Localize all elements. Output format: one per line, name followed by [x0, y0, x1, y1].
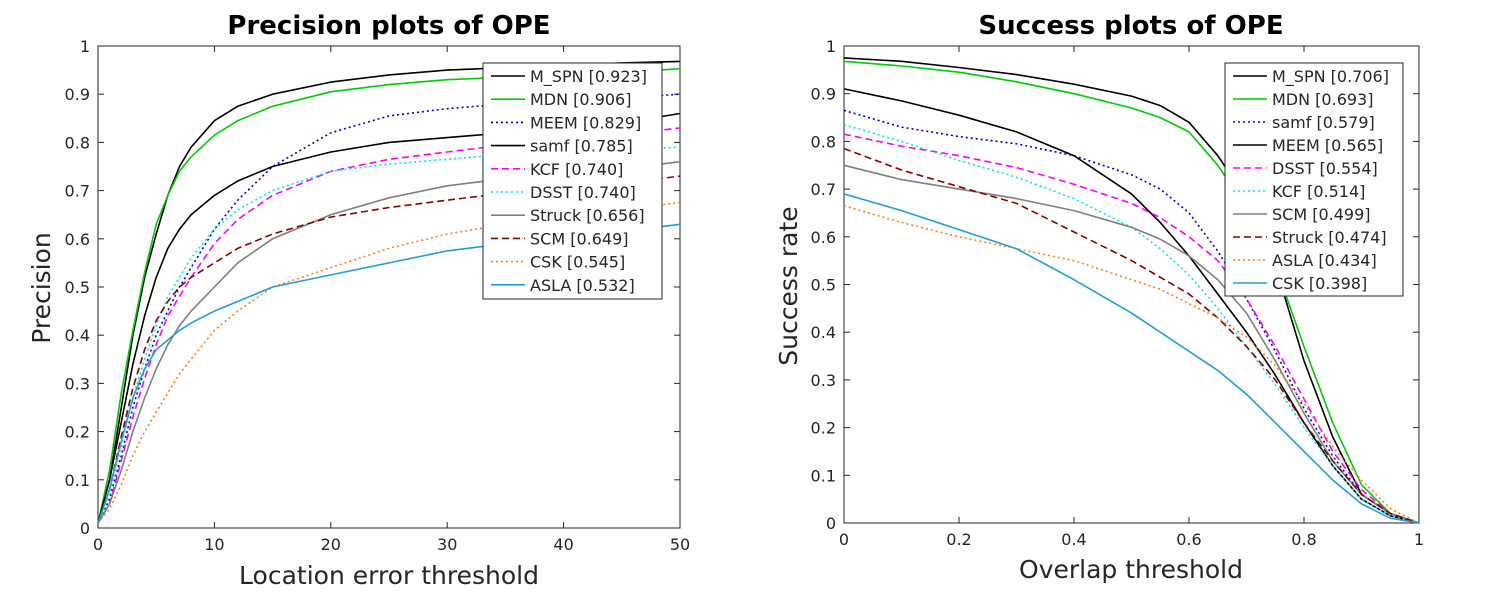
precision-ytick-label: 0.6: [65, 230, 90, 249]
precision-plot-legend: M_SPN [0.923] MDN [0.906] MEEM [0.829] samf…: [482, 62, 663, 300]
success-ytick-label: 0.8: [811, 132, 836, 151]
success-legend-label-8: ASLA [0.434]: [1272, 251, 1377, 270]
success-xtick-label: 0.6: [1176, 530, 1201, 549]
success-ytick-label: 0.6: [811, 228, 836, 247]
precision-plot-title: Precision plots of OPE: [227, 11, 550, 41]
precision-ytick-label: 0.8: [65, 133, 90, 152]
success-ytick-label: 0: [826, 514, 836, 533]
success-xtick-label: 0: [839, 530, 849, 549]
success-legend-label-1: MDN [0.693]: [1272, 90, 1373, 109]
precision-legend-label-5: DSST [0.740]: [530, 183, 636, 202]
precision-ytick-label: 0.4: [65, 326, 90, 345]
success-legend-label-4: DSST [0.554]: [1272, 159, 1378, 178]
success-ytick-label: 1: [826, 37, 836, 56]
precision-legend-label-8: CSK [0.545]: [530, 253, 625, 272]
precision-xtick-label: 50: [670, 535, 690, 554]
success-series-line-4: [843, 133, 1420, 524]
success-legend-label-2: samf [0.579]: [1272, 113, 1375, 132]
precision-legend-label-3: samf [0.785]: [530, 137, 633, 156]
success-legend-label-5: KCF [0.514]: [1272, 182, 1365, 201]
precision-legend-label-7: SCM [0.649]: [530, 229, 629, 248]
success-series-line-2: [843, 109, 1420, 524]
success-legend-box: [1224, 62, 1404, 297]
success-plot-xlabel: Overlap threshold: [1019, 555, 1243, 584]
success-ytick-label: 0.2: [811, 419, 836, 438]
success-series-line-1: [843, 60, 1420, 524]
precision-ytick-label: 0.1: [65, 471, 90, 490]
success-ytick-label: 0.7: [811, 180, 836, 199]
success-ytick-label: 0.4: [811, 323, 836, 342]
success-ytick-label: 0.3: [811, 371, 836, 390]
success-legend-label-0: M_SPN [0.706]: [1272, 67, 1389, 87]
success-series-line-5: [843, 123, 1420, 524]
precision-ytick-label: 0.3: [65, 374, 90, 393]
success-series-line-0: [843, 57, 1420, 524]
success-ytick-label: 0.5: [811, 276, 836, 295]
precision-plot-panel: Precision plots of OPE Location error th…: [27, 11, 690, 590]
precision-xtick-label: 0: [93, 535, 103, 554]
success-plot-legend: M_SPN [0.706] MDN [0.693] samf [0.579] MEEM…: [1224, 62, 1404, 297]
success-xtick-label: 0.4: [1061, 530, 1086, 549]
success-plot-series: [843, 57, 1420, 524]
precision-plot-xlabel: Location error threshold: [239, 561, 539, 590]
precision-ytick-label: 0.9: [65, 85, 90, 104]
precision-xtick-label: 30: [437, 535, 457, 554]
success-legend-label-7: Struck [0.474]: [1272, 228, 1387, 247]
success-legend-label-6: SCM [0.499]: [1272, 205, 1371, 224]
precision-legend-label-0: M_SPN [0.923]: [530, 67, 647, 87]
success-legend-label-9: CSK [0.398]: [1272, 274, 1367, 293]
precision-legend-label-9: ASLA [0.532]: [530, 276, 635, 295]
precision-ytick-label: 0: [80, 519, 90, 538]
success-xtick-label: 1: [1414, 530, 1424, 549]
success-plot-title: Success plots of OPE: [978, 11, 1283, 41]
precision-xtick-label: 40: [553, 535, 573, 554]
precision-xtick-label: 20: [321, 535, 341, 554]
precision-plot-axes: 0 10 20 30 40 50 0 0.1 0.2 0.3 0.4 0.5 0.6 0.7 0.8 0.9 1: [65, 37, 691, 554]
precision-legend-label-4: KCF [0.740]: [530, 160, 623, 179]
precision-ytick-label: 1: [80, 37, 90, 56]
success-plot-panel: Success plots of OPE Overlap threshold S…: [774, 11, 1424, 584]
success-plot-axes: 0 0.2 0.4 0.6 0.8 1 0 0.1 0.2 0.3 0.4 0.5 0.6 0.7 0.8 0…: [811, 37, 1425, 549]
precision-xtick-label: 10: [204, 535, 224, 554]
precision-ytick-label: 0.7: [65, 182, 90, 201]
success-series-line-8: [843, 205, 1420, 524]
precision-legend-label-1: MDN [0.906]: [530, 90, 631, 109]
success-ytick-label: 0.1: [811, 466, 836, 485]
success-xtick-label: 0.2: [946, 530, 971, 549]
precision-series-line-2: [97, 93, 681, 524]
precision-ytick-label: 0.2: [65, 423, 90, 442]
precision-legend-box: [482, 62, 663, 300]
success-xtick-label: 0.8: [1291, 530, 1316, 549]
success-series-line-9: [843, 193, 1420, 524]
precision-legend-label-2: MEEM [0.829]: [530, 113, 641, 132]
precision-plot-ylabel: Precision: [27, 232, 56, 344]
success-plot-ylabel: Success rate: [774, 206, 803, 365]
precision-legend-label-6: Struck [0.656]: [530, 206, 645, 225]
success-series-line-7: [843, 147, 1420, 524]
success-ytick-label: 0.9: [811, 85, 836, 104]
success-legend-label-3: MEEM [0.565]: [1272, 136, 1383, 155]
precision-ytick-label: 0.5: [65, 278, 90, 297]
